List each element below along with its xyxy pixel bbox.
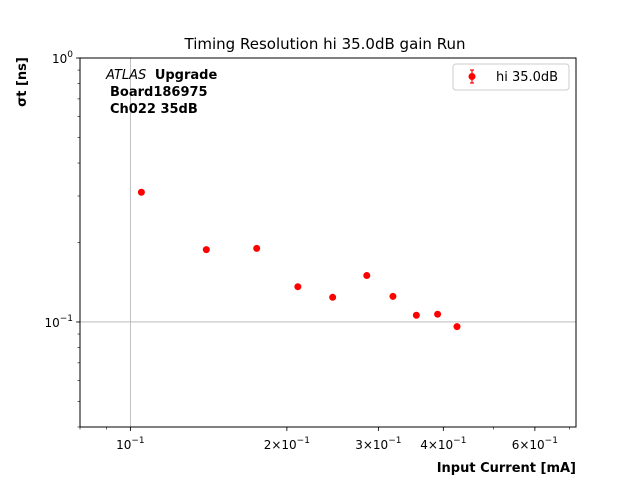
legend-label: hi 35.0dB: [496, 70, 558, 85]
x-tick-label: 10−1: [116, 436, 145, 452]
y-tick-label: 10−1: [44, 314, 73, 330]
chart-title: Timing Resolution hi 35.0dB gain Run: [184, 35, 466, 53]
data-point: [202, 246, 210, 254]
data-point: [453, 323, 461, 331]
annotation-channel: Ch022 35dB: [110, 102, 198, 117]
annotation-atlas: ATLAS: [105, 68, 146, 83]
x-tick-label: 3×10−1: [355, 436, 401, 452]
x-axis-label: Input Current [mA]: [437, 461, 576, 476]
y-axis-label: σt [ns]: [15, 57, 30, 107]
annotation-upgrade: Upgrade: [155, 68, 218, 83]
major-ticks: [76, 57, 536, 431]
annotation-board: Board186975: [110, 85, 208, 100]
grid-lines: [80, 58, 576, 427]
legend-box: [452, 63, 570, 91]
legend-marker: [468, 73, 476, 80]
data-point: [434, 310, 442, 318]
plot-frame: [79, 57, 577, 428]
data-point: [329, 293, 337, 301]
x-tick-label: 6×10−1: [512, 436, 558, 452]
x-tick-label: 2×10−1: [264, 436, 310, 452]
x-tick-labels: 10−1 2×10−1 3×10−1 4×10−1 6×10−1: [116, 436, 558, 452]
data-point: [253, 244, 261, 252]
y-tick-label: 100: [52, 50, 73, 66]
data-points: [137, 188, 461, 331]
data-point: [389, 292, 397, 300]
data-point: [137, 188, 145, 196]
x-tick-label: 4×10−1: [420, 436, 466, 452]
y-tick-labels: 10−1 100: [44, 50, 73, 330]
svg-text:ATLAS Upgrade: ATLAS Upgrade: [105, 68, 217, 83]
atlas-annotation: ATLAS Upgrade Board186975 Ch022 35dB: [105, 68, 217, 117]
data-point: [412, 311, 420, 319]
legend: hi 35.0dB: [452, 63, 570, 91]
data-point: [363, 271, 371, 279]
plot-area: [76, 57, 577, 431]
data-point: [294, 283, 302, 291]
